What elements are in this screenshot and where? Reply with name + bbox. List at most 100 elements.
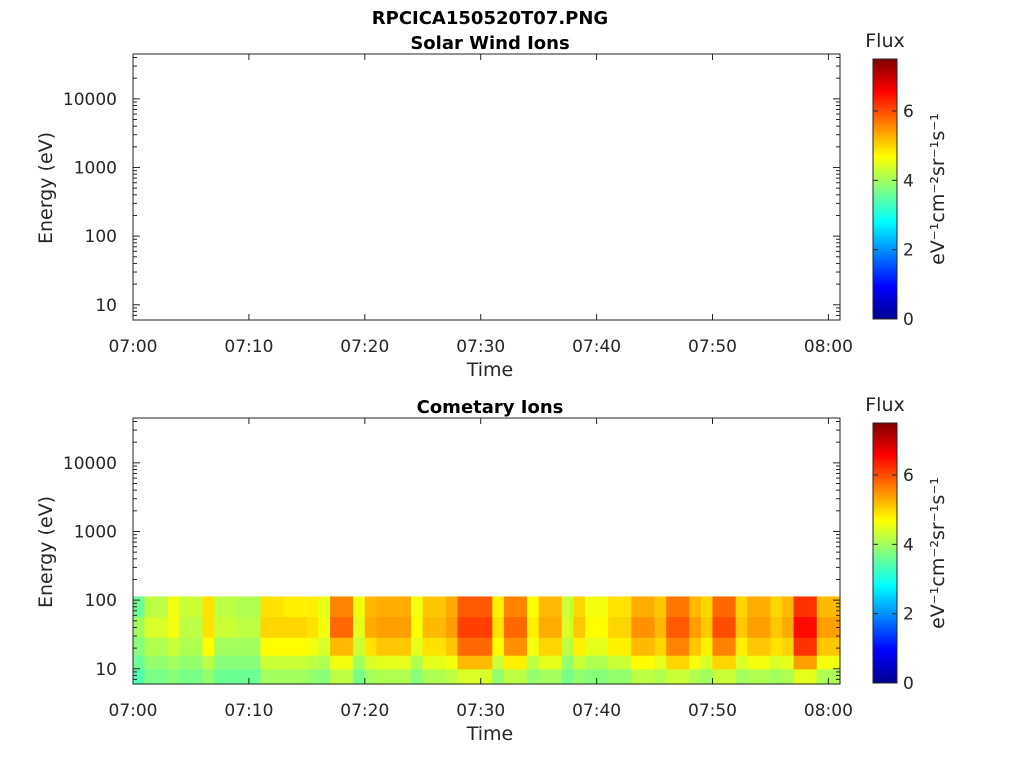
heatmap-cell bbox=[712, 596, 737, 618]
y-tick-label: 10 bbox=[95, 660, 117, 680]
x-tick-label: 07:10 bbox=[224, 701, 273, 721]
heatmap-cell bbox=[527, 669, 540, 685]
heatmap-cell bbox=[133, 669, 146, 685]
heatmap-cell bbox=[527, 596, 540, 618]
heatmap-cell bbox=[318, 669, 331, 685]
y-tick-label: 100 bbox=[85, 591, 117, 611]
heatmap-cell bbox=[422, 617, 447, 639]
heatmap-cell bbox=[793, 596, 818, 618]
heatmap-cell bbox=[770, 637, 783, 657]
heatmap-cell bbox=[503, 655, 528, 670]
heatmap-cell bbox=[260, 637, 285, 657]
heatmap-cell bbox=[631, 637, 656, 657]
heatmap-cell bbox=[179, 596, 204, 618]
heatmap-cell bbox=[492, 596, 505, 618]
heatmap-cell bbox=[585, 617, 609, 639]
heatmap-cell bbox=[306, 596, 320, 618]
heatmap-cell bbox=[816, 669, 841, 685]
heatmap-cell bbox=[422, 596, 447, 618]
heatmap-cell bbox=[782, 655, 795, 670]
heatmap-cell bbox=[503, 637, 528, 657]
heatmap-cell bbox=[770, 617, 783, 639]
heatmap-cell bbox=[503, 617, 528, 639]
heatmap-cell bbox=[330, 637, 354, 657]
heatmap-cell bbox=[782, 669, 795, 685]
colorbar-tick-label: 0 bbox=[903, 674, 914, 694]
heatmap-cell bbox=[214, 596, 238, 618]
heatmap-cell bbox=[445, 617, 459, 639]
solar-wind-colorbar-label: Flux bbox=[865, 30, 905, 52]
heatmap-cell bbox=[179, 637, 204, 657]
heatmap-cell bbox=[306, 655, 320, 670]
heatmap-cell bbox=[816, 596, 841, 618]
heatmap-cell bbox=[376, 669, 412, 685]
solar-wind-colorbar bbox=[872, 58, 898, 320]
heatmap-cell bbox=[411, 617, 424, 639]
heatmap-cell bbox=[144, 669, 169, 685]
heatmap-cell bbox=[283, 655, 308, 670]
heatmap-cell bbox=[666, 617, 690, 639]
x-tick-label: 07:20 bbox=[340, 701, 389, 721]
heatmap-cell bbox=[666, 637, 690, 657]
heatmap-cell bbox=[608, 655, 632, 670]
heatmap-cell bbox=[457, 669, 493, 685]
heatmap-cell bbox=[133, 596, 146, 618]
heatmap-cell bbox=[689, 637, 702, 657]
heatmap-cell bbox=[422, 637, 447, 657]
heatmap-cell bbox=[492, 669, 505, 685]
heatmap-cell bbox=[144, 617, 169, 639]
heatmap-cell bbox=[283, 596, 308, 618]
heatmap-cell bbox=[608, 617, 632, 639]
heatmap-cell bbox=[260, 655, 285, 670]
heatmap-cell bbox=[330, 655, 354, 670]
heatmap-cell bbox=[202, 655, 215, 670]
heatmap-cell bbox=[782, 617, 795, 639]
heatmap-cell bbox=[353, 596, 366, 618]
heatmap-cell bbox=[538, 655, 563, 670]
solar-wind-colorbar-ticks: 0 2 4 6 bbox=[873, 102, 914, 330]
x-tick-label: 08:00 bbox=[804, 701, 853, 721]
x-tick-label: 07:30 bbox=[456, 337, 505, 357]
heatmap-cell bbox=[561, 669, 575, 685]
cometary-colorbar-ticks: 0 2 4 6 bbox=[873, 466, 914, 694]
cometary-panel: Cometary Ions 07:00 07:10 07:20 07:30 07:40 0… bbox=[35, 394, 949, 745]
heatmap-cell bbox=[283, 637, 308, 657]
x-tick-label: 07:20 bbox=[340, 337, 389, 357]
heatmap-cell bbox=[689, 655, 702, 670]
heatmap-cell bbox=[492, 617, 505, 639]
heatmap-cell bbox=[260, 596, 285, 618]
heatmap-cell bbox=[237, 596, 262, 618]
heatmap-cell bbox=[330, 596, 354, 618]
heatmap-cell bbox=[700, 655, 714, 670]
x-tick-label: 07:00 bbox=[109, 337, 158, 357]
heatmap-cell bbox=[318, 596, 331, 618]
heatmap-cell bbox=[376, 596, 412, 618]
heatmap-cell bbox=[770, 669, 783, 685]
heatmap-cell bbox=[770, 655, 783, 670]
heatmap-cell bbox=[445, 637, 459, 657]
x-tick-label: 07:10 bbox=[224, 337, 273, 357]
heatmap-cell bbox=[654, 617, 667, 639]
cometary-y-label: Energy (eV) bbox=[35, 496, 57, 608]
x-tick-label: 07:50 bbox=[688, 701, 737, 721]
heatmap-cell bbox=[793, 617, 818, 639]
heatmap-cell bbox=[167, 637, 180, 657]
heatmap-cell bbox=[202, 617, 215, 639]
heatmap-cell bbox=[376, 637, 412, 657]
heatmap-cell bbox=[202, 669, 215, 685]
heatmap-cell bbox=[179, 669, 204, 685]
solar-wind-y-axis: 10 100 1000 10000 bbox=[63, 57, 840, 321]
heatmap-cell bbox=[318, 655, 331, 670]
heatmap-cell bbox=[561, 617, 575, 639]
heatmap-cell bbox=[167, 617, 180, 639]
heatmap-cell bbox=[457, 637, 493, 657]
heatmap-cell bbox=[573, 617, 586, 639]
heatmap-cell bbox=[492, 637, 505, 657]
heatmap-cell bbox=[782, 596, 795, 618]
heatmap-cell bbox=[353, 655, 366, 670]
heatmap-cell bbox=[445, 669, 459, 685]
heatmap-cell bbox=[538, 637, 563, 657]
cometary-title: Cometary Ions bbox=[417, 397, 564, 418]
heatmap-cell bbox=[422, 655, 447, 670]
heatmap-cell bbox=[260, 617, 285, 639]
